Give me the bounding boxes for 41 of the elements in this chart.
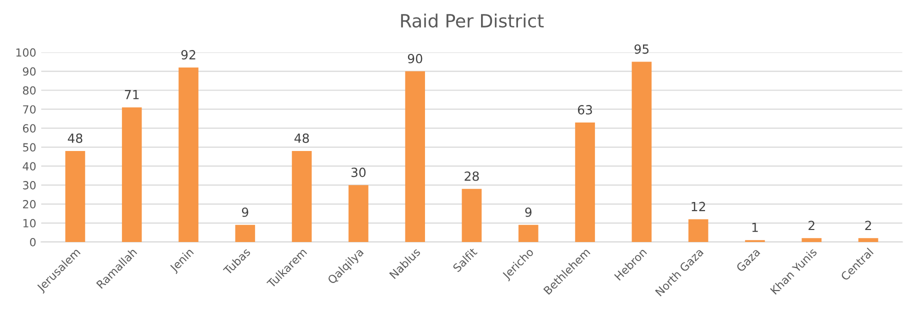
- data-label: 48: [294, 134, 309, 143]
- data-label: 9: [242, 207, 248, 217]
- bar: [65, 150, 86, 242]
- data-label: 63: [578, 105, 592, 115]
- y-tick-label: 20: [23, 200, 36, 208]
- bar: [802, 238, 822, 242]
- bar: [122, 107, 142, 242]
- y-tick-label: 0: [30, 238, 36, 246]
- data-label: 71: [124, 90, 139, 100]
- bar: [348, 185, 368, 242]
- y-tick-label: 30: [23, 181, 36, 190]
- y-tick-label: 70: [23, 105, 36, 114]
- bar: [405, 71, 426, 242]
- y-tick-label: 100: [16, 48, 36, 57]
- y-tick-label: 40: [22, 162, 36, 170]
- bar: [292, 150, 312, 242]
- data-label: 1: [752, 222, 758, 232]
- bar: [462, 188, 482, 242]
- bar: [178, 67, 198, 242]
- bar: [688, 219, 708, 242]
- bar: [235, 224, 256, 242]
- data-label: 12: [692, 202, 706, 212]
- data-label: 95: [634, 44, 649, 54]
- bar: [858, 238, 878, 242]
- data-label: 92: [181, 50, 196, 60]
- y-tick-label: 10: [23, 218, 36, 228]
- y-tick-label: 90: [22, 67, 36, 76]
- bar: [575, 122, 595, 242]
- data-label: 9: [525, 207, 532, 217]
- bar: [632, 62, 652, 242]
- y-tick-label: 80: [22, 86, 36, 95]
- y-tick-label: 60: [22, 124, 36, 133]
- bar: [518, 224, 538, 242]
- data-label: 2: [865, 220, 871, 230]
- y-tick-label: 50: [23, 143, 36, 152]
- data-label: 30: [351, 168, 366, 178]
- data-label: 2: [808, 220, 814, 230]
- data-label: 28: [464, 171, 479, 181]
- data-label: 90: [408, 54, 422, 64]
- chart-title: Raid Per District: [401, 14, 544, 28]
- data-label: 48: [68, 134, 82, 143]
